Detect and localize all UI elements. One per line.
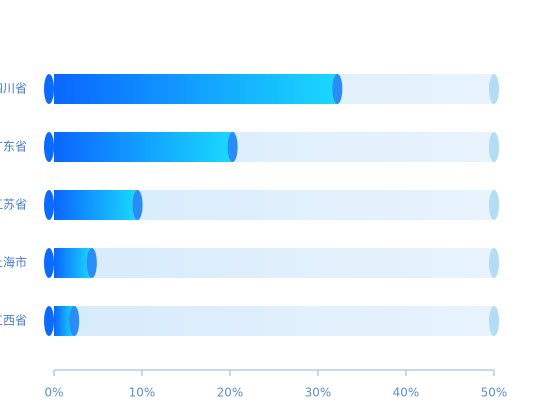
- x-tick-label: 50%: [481, 386, 508, 400]
- bar-cap-start: [44, 248, 54, 278]
- y-tick-label: 江西省: [0, 314, 27, 328]
- bar-cap-start: [44, 132, 54, 162]
- track: [54, 248, 494, 278]
- bar: [54, 306, 75, 336]
- y-tick-label: 广东省: [0, 140, 27, 154]
- track-cap: [489, 132, 499, 162]
- bar-cap-start: [44, 190, 54, 220]
- bar-cap-end: [132, 190, 143, 220]
- y-tick-label: 四川省: [0, 82, 27, 96]
- bar-cap-start: [44, 306, 54, 336]
- bar: [54, 74, 338, 104]
- track-cap: [489, 306, 499, 336]
- bar-cap-start: [44, 74, 54, 104]
- bar-cap-end: [86, 248, 97, 278]
- x-tick-label: 0%: [44, 386, 63, 400]
- track: [54, 306, 494, 336]
- bar: [54, 248, 92, 278]
- bar: [54, 190, 138, 220]
- bar-cap-end: [69, 306, 80, 336]
- y-tick-label: 江苏省: [0, 198, 27, 212]
- bar-cap-end: [332, 74, 343, 104]
- y-tick-label: 上海市: [0, 255, 27, 270]
- bar: [54, 132, 233, 162]
- x-tick-label: 20%: [217, 386, 244, 400]
- track-cap: [489, 190, 499, 220]
- track-cap: [489, 74, 499, 104]
- x-tick-label: 30%: [305, 386, 332, 400]
- x-tick-label: 10%: [129, 386, 156, 400]
- bar-cap-end: [227, 132, 238, 162]
- x-tick-label: 40%: [393, 386, 420, 400]
- track-cap: [489, 248, 499, 278]
